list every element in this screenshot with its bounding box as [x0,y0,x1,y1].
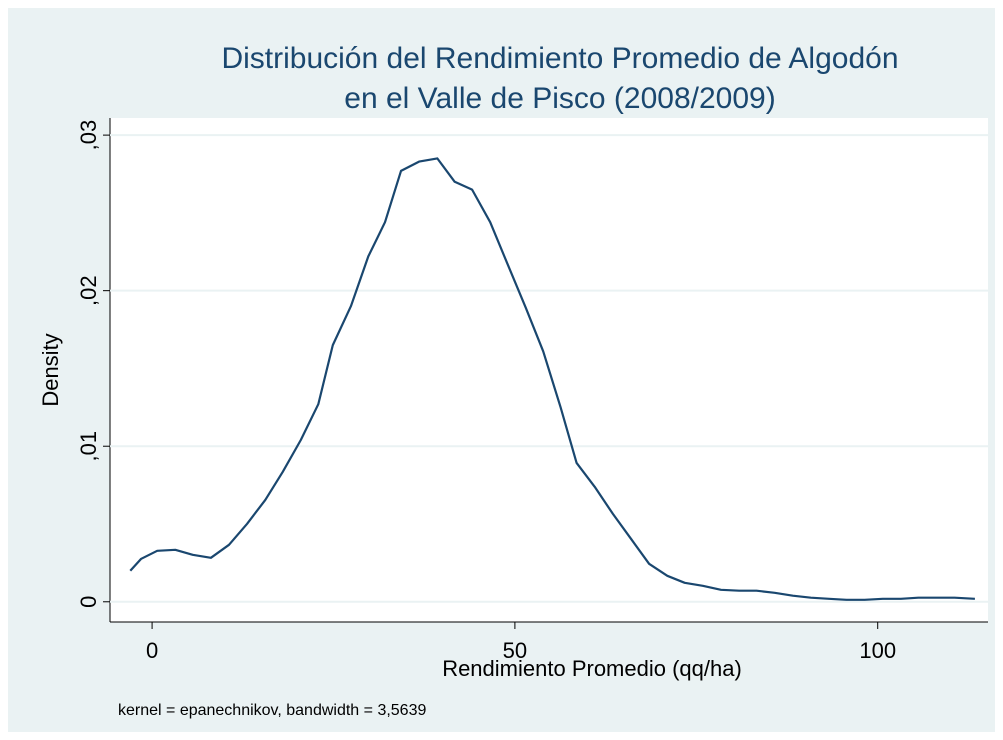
y-tick-label: ,01 [76,431,101,462]
density-line [129,157,975,601]
y-tick-label: 0 [76,596,101,608]
y-tick-label: ,03 [76,120,101,151]
x-tick-label: 100 [859,638,896,663]
y-axis-label: Density [38,333,63,406]
chart-subtitle: en el Valle de Pisco (2008/2009) [344,82,775,115]
chart-title: Distribución del Rendimiento Promedio de… [221,42,898,75]
x-tick-label: 0 [146,638,158,663]
x-tick-label: 50 [503,638,527,663]
y-tick-label: ,02 [76,275,101,306]
x-axis-label: Rendimiento Promedio (qq/ha) [442,656,742,681]
note: kernel = epanechnikov, bandwidth = 3,563… [118,702,426,719]
